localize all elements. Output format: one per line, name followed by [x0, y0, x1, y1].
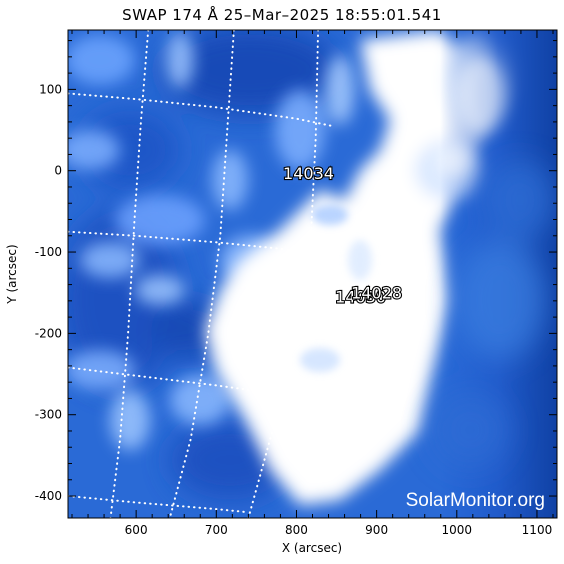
y-tick-label: 0: [54, 164, 62, 178]
solar-image: [68, 30, 557, 518]
heliographic-grid: [68, 30, 338, 518]
x-tick-label: 1100: [522, 523, 553, 537]
active-region-label: 14028: [351, 283, 402, 302]
y-axis-title: Y (arcsec): [5, 244, 19, 304]
y-tick-label: 100: [39, 82, 62, 96]
x-tick-label: 700: [205, 523, 228, 537]
active-region-label: 14034: [283, 164, 334, 183]
x-tick-label: 900: [365, 523, 388, 537]
y-tick-label: -300: [35, 408, 62, 422]
grid-line: [109, 30, 150, 518]
y-tick-label: -400: [35, 489, 62, 503]
grid-line: [68, 230, 338, 255]
active-region-label: 14030: [335, 287, 386, 306]
y-tick-label: -200: [35, 326, 62, 340]
grid-line: [68, 366, 266, 393]
x-axis-title: X (arcsec): [282, 541, 342, 555]
y-tick-label: -100: [35, 245, 62, 259]
x-tick-label: 800: [285, 523, 308, 537]
x-tick-label: 600: [125, 523, 148, 537]
grid-line: [68, 92, 334, 127]
watermark: SolarMonitor.org: [406, 490, 545, 511]
x-tick-label: 1000: [442, 523, 473, 537]
plot-title: SWAP 174 Å 25–Mar–2025 18:55:01.541: [122, 6, 442, 24]
grid-line: [68, 495, 250, 514]
